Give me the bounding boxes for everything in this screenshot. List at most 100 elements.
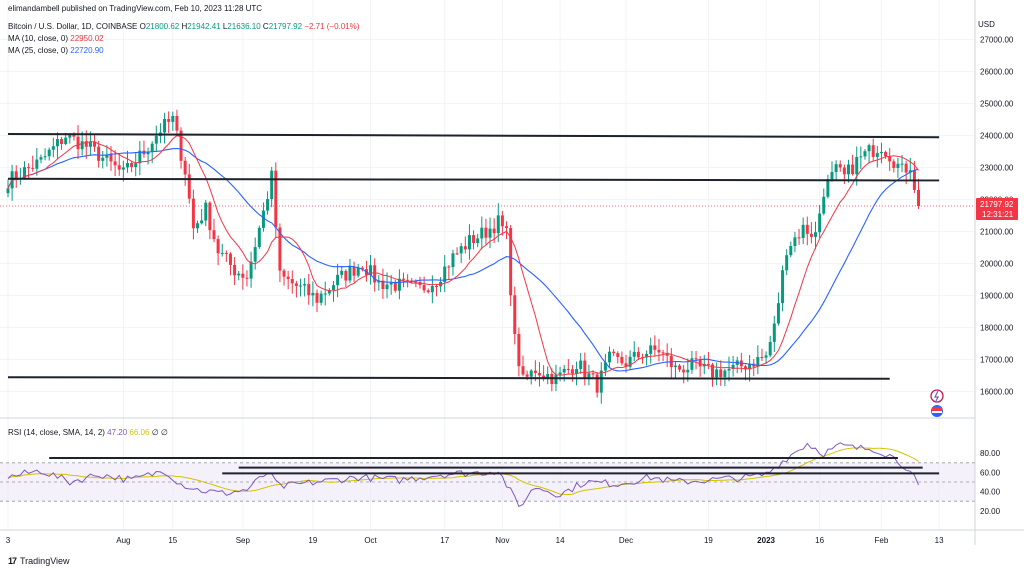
candle: [241, 264, 245, 290]
candle: [237, 270, 241, 281]
candle: [731, 355, 735, 377]
candle: [14, 165, 18, 188]
flash-icon[interactable]: [930, 389, 944, 403]
candle: [838, 160, 842, 172]
countdown: 12:31:21: [982, 210, 1014, 219]
candle: [93, 133, 97, 152]
symbol-name[interactable]: Bitcoin / U.S. Dollar, 1D, COINBASE: [8, 22, 138, 31]
price-tick-label: 27000.00: [980, 36, 1014, 45]
rsi-axis[interactable]: 20.00 40.00 60.00 80.00: [980, 449, 1001, 516]
candle: [846, 159, 850, 183]
candle: [768, 335, 772, 358]
candle: [472, 230, 476, 250]
candle: [266, 191, 270, 215]
candle: [706, 351, 710, 370]
candle: [233, 257, 237, 286]
candle: [855, 146, 859, 186]
resistance-line[interactable]: [7, 177, 940, 182]
candle: [480, 216, 484, 250]
candle: [286, 270, 290, 290]
candle: [257, 225, 261, 249]
candle: [130, 160, 134, 173]
candle: [727, 356, 731, 382]
candle: [60, 136, 64, 150]
ma10-legend[interactable]: MA (10, close, 0) 22950.02: [8, 34, 104, 43]
candle: [867, 143, 871, 164]
price-tick-label: 21000.00: [980, 228, 1014, 237]
candle: [826, 174, 830, 199]
candle: [146, 147, 150, 165]
time-tick-label: 3: [6, 536, 11, 545]
candle: [673, 361, 677, 380]
candle: [505, 221, 509, 240]
candle: [97, 140, 101, 168]
candle: [657, 338, 661, 362]
candle: [879, 142, 883, 164]
candle: [336, 263, 340, 298]
candle: [47, 147, 51, 161]
candle: [307, 273, 311, 305]
candle: [467, 224, 471, 260]
candle: [397, 269, 401, 300]
price-tick-label: 24000.00: [980, 132, 1014, 141]
candle: [566, 359, 570, 374]
candle: [896, 157, 900, 178]
candle: [43, 148, 47, 161]
candle: [105, 145, 109, 167]
rsi-tick-label: 80.00: [980, 449, 1001, 458]
candle: [892, 159, 896, 173]
candle: [884, 150, 888, 159]
candle: [690, 350, 694, 374]
candle: [369, 254, 373, 285]
price-tick-label: 16000.00: [980, 388, 1014, 397]
tradingview-brand[interactable]: 17 TradingView: [8, 556, 70, 566]
candle: [859, 146, 863, 169]
candle: [191, 189, 195, 240]
flag-icon[interactable]: [931, 405, 943, 417]
candle: [274, 162, 278, 238]
candle: [224, 250, 228, 262]
candle: [299, 278, 303, 297]
candle: [785, 249, 789, 276]
candle: [624, 354, 628, 373]
change-value: −2.71 (−0.01%): [304, 22, 360, 31]
time-axis[interactable]: 3 Aug 15 Sep 19 Oct 17 Nov 14 Dec 19 2023 16 Feb 13: [6, 536, 944, 545]
candle: [649, 337, 653, 364]
close-value: 21797.92: [268, 22, 303, 31]
price-tick-label: 26000.00: [980, 68, 1014, 77]
candle: [632, 341, 636, 362]
candle: [599, 362, 603, 404]
price-tick-label: 19000.00: [980, 292, 1014, 301]
candle: [216, 235, 220, 266]
candle: [917, 178, 921, 210]
candle: [781, 265, 785, 312]
candle: [451, 249, 455, 276]
candle: [393, 279, 397, 293]
candle: [35, 147, 39, 176]
resistance-line[interactable]: [7, 376, 890, 380]
candle: [138, 141, 142, 176]
ma25-legend[interactable]: MA (25, close, 0) 22720.90: [8, 46, 104, 55]
symbol-ohlc-line: Bitcoin / U.S. Dollar, 1D, COINBASE O218…: [8, 22, 360, 31]
candle: [608, 346, 612, 369]
resistance-line[interactable]: [7, 133, 940, 139]
candle: [406, 274, 410, 288]
candle: [476, 233, 480, 248]
high-value: 21942.41: [187, 22, 221, 31]
candle: [665, 343, 669, 368]
candle: [187, 163, 191, 204]
candle: [583, 352, 587, 386]
candle: [517, 327, 521, 377]
candle: [628, 350, 632, 370]
candle: [500, 210, 504, 236]
candle: [31, 155, 35, 172]
candle: [212, 218, 216, 243]
candle: [88, 131, 92, 156]
candle: [348, 258, 352, 284]
candle: [389, 274, 393, 295]
time-tick-label: Nov: [495, 536, 509, 545]
candle: [521, 355, 525, 377]
candle: [513, 286, 517, 345]
rsi-legend[interactable]: RSI (14, close, SMA, 14, 2) 47.20 66.06 …: [8, 428, 168, 437]
